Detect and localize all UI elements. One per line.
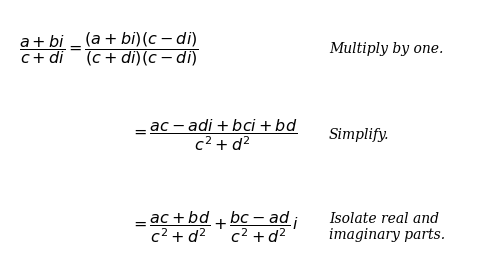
Text: Simplify.: Simplify. — [329, 128, 389, 142]
Text: Multiply by one.: Multiply by one. — [329, 42, 443, 56]
Text: $= \dfrac{ac - adi + bci + bd}{c^2 + d^2}$: $= \dfrac{ac - adi + bci + bd}{c^2 + d^2… — [130, 117, 297, 153]
Text: $= \dfrac{ac+bd}{c^2+d^2} + \dfrac{bc-ad}{c^2+d^2}\,i$: $= \dfrac{ac+bd}{c^2+d^2} + \dfrac{bc-ad… — [130, 209, 299, 245]
Text: Isolate real and
imaginary parts.: Isolate real and imaginary parts. — [329, 212, 445, 242]
Text: $\dfrac{a+bi}{c+di} = \dfrac{(a+bi)(c-di)}{(c+di)(c-di)}$: $\dfrac{a+bi}{c+di} = \dfrac{(a+bi)(c-di… — [19, 30, 199, 68]
